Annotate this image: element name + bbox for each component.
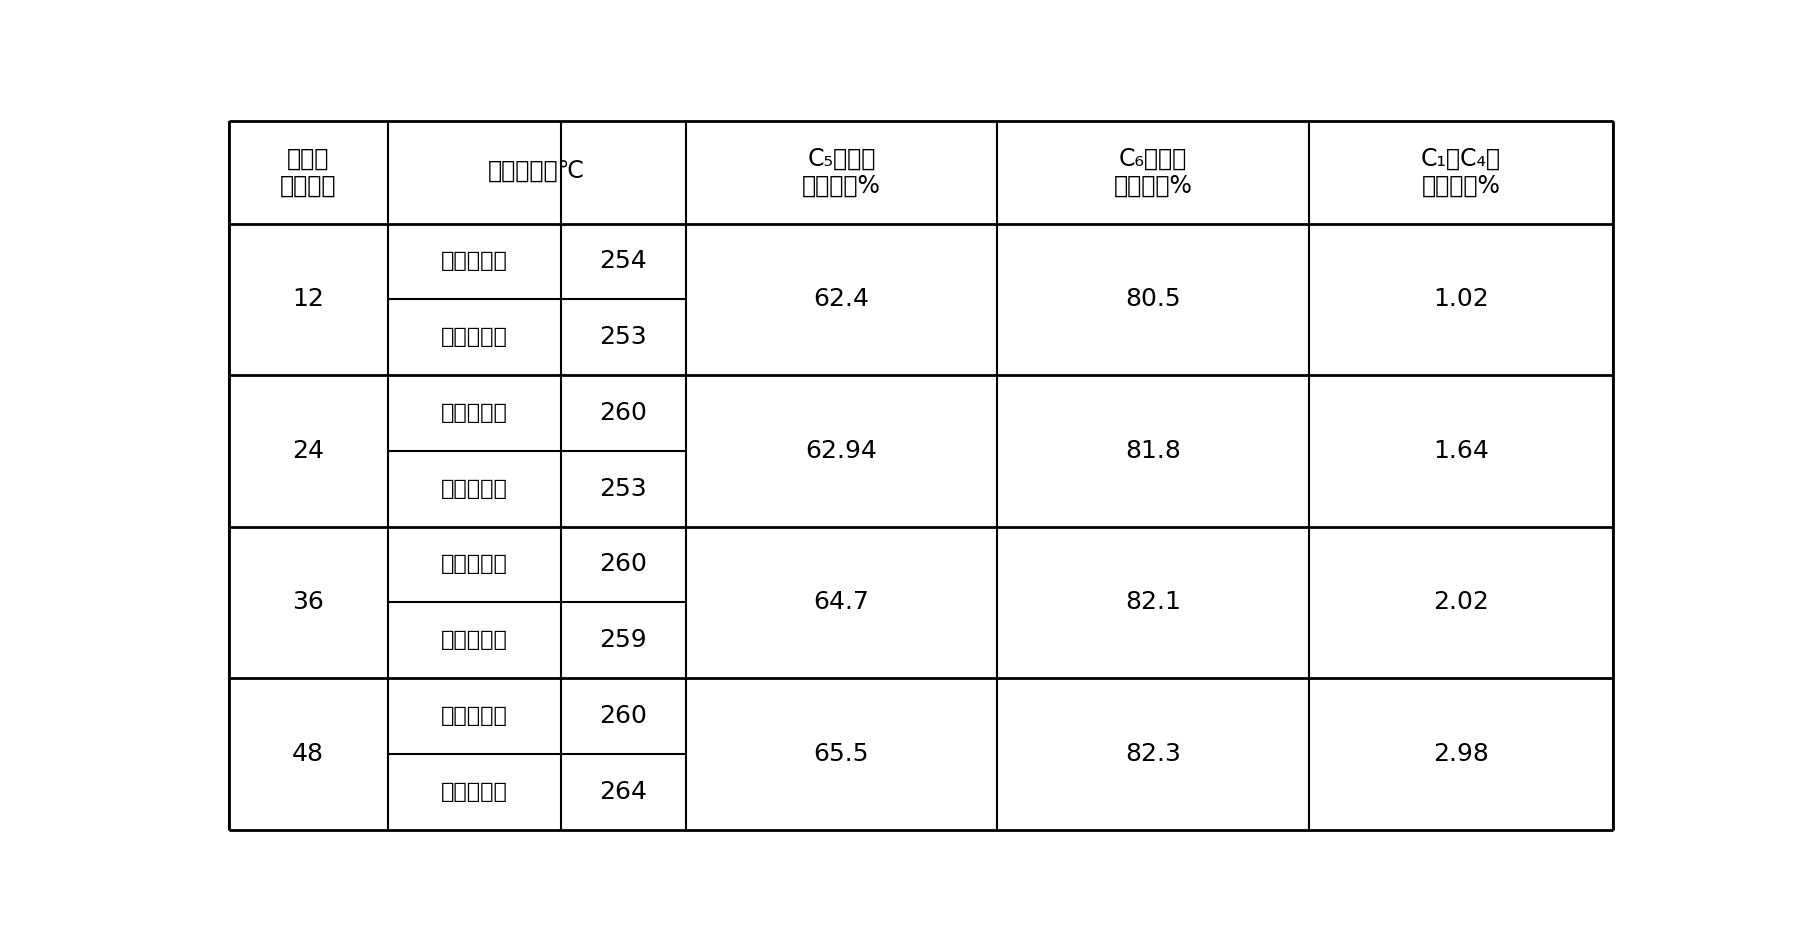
Text: 第二反应器: 第二反应器 [440, 630, 509, 650]
Text: 62.94: 62.94 [805, 439, 877, 463]
Text: 259: 259 [600, 629, 647, 652]
Text: 第一反应器: 第一反应器 [440, 251, 509, 271]
Text: 第一反应器: 第一反应器 [440, 554, 509, 574]
Text: 第二反应器: 第二反应器 [440, 327, 509, 347]
Text: 第二反应器: 第二反应器 [440, 479, 509, 499]
Text: 第二反应器: 第二反应器 [440, 782, 509, 802]
Text: 反应时
间，小时: 反应时 间，小时 [280, 146, 336, 199]
Text: 64.7: 64.7 [814, 590, 870, 614]
Text: 260: 260 [600, 552, 647, 577]
Text: 36: 36 [293, 590, 323, 614]
Text: C₆异构化
率，质量%: C₆异构化 率，质量% [1114, 146, 1193, 199]
Text: 82.3: 82.3 [1125, 742, 1181, 766]
Text: 12: 12 [293, 287, 323, 311]
Text: 1.02: 1.02 [1434, 287, 1490, 311]
Text: 第一反应器: 第一反应器 [440, 403, 509, 423]
Text: 2.02: 2.02 [1432, 590, 1490, 614]
Text: C₅异构化
率，质量%: C₅异构化 率，质量% [801, 146, 881, 199]
Text: 65.5: 65.5 [814, 742, 870, 766]
Text: 254: 254 [600, 249, 647, 274]
Text: 1.64: 1.64 [1432, 439, 1490, 463]
Text: 80.5: 80.5 [1125, 287, 1181, 311]
Text: 81.8: 81.8 [1125, 439, 1181, 463]
Text: 82.1: 82.1 [1125, 590, 1181, 614]
Text: 260: 260 [600, 704, 647, 728]
Text: C₁～C₄产
率，质量%: C₁～C₄产 率，质量% [1421, 146, 1500, 199]
Text: 253: 253 [600, 326, 647, 349]
Text: 反应温度，℃: 反应温度，℃ [489, 160, 586, 184]
Text: 24: 24 [293, 439, 323, 463]
Text: 48: 48 [293, 742, 323, 766]
Text: 2.98: 2.98 [1432, 742, 1490, 766]
Text: 260: 260 [600, 401, 647, 425]
Text: 第一反应器: 第一反应器 [440, 706, 509, 726]
Text: 264: 264 [598, 780, 647, 804]
Text: 62.4: 62.4 [814, 287, 870, 311]
Text: 253: 253 [600, 477, 647, 501]
